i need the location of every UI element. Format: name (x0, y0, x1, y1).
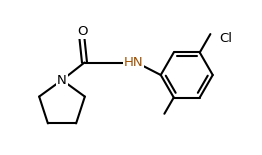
Text: N: N (57, 73, 67, 86)
Text: HN: HN (123, 56, 143, 69)
Text: O: O (77, 25, 87, 38)
Text: Cl: Cl (219, 32, 232, 45)
